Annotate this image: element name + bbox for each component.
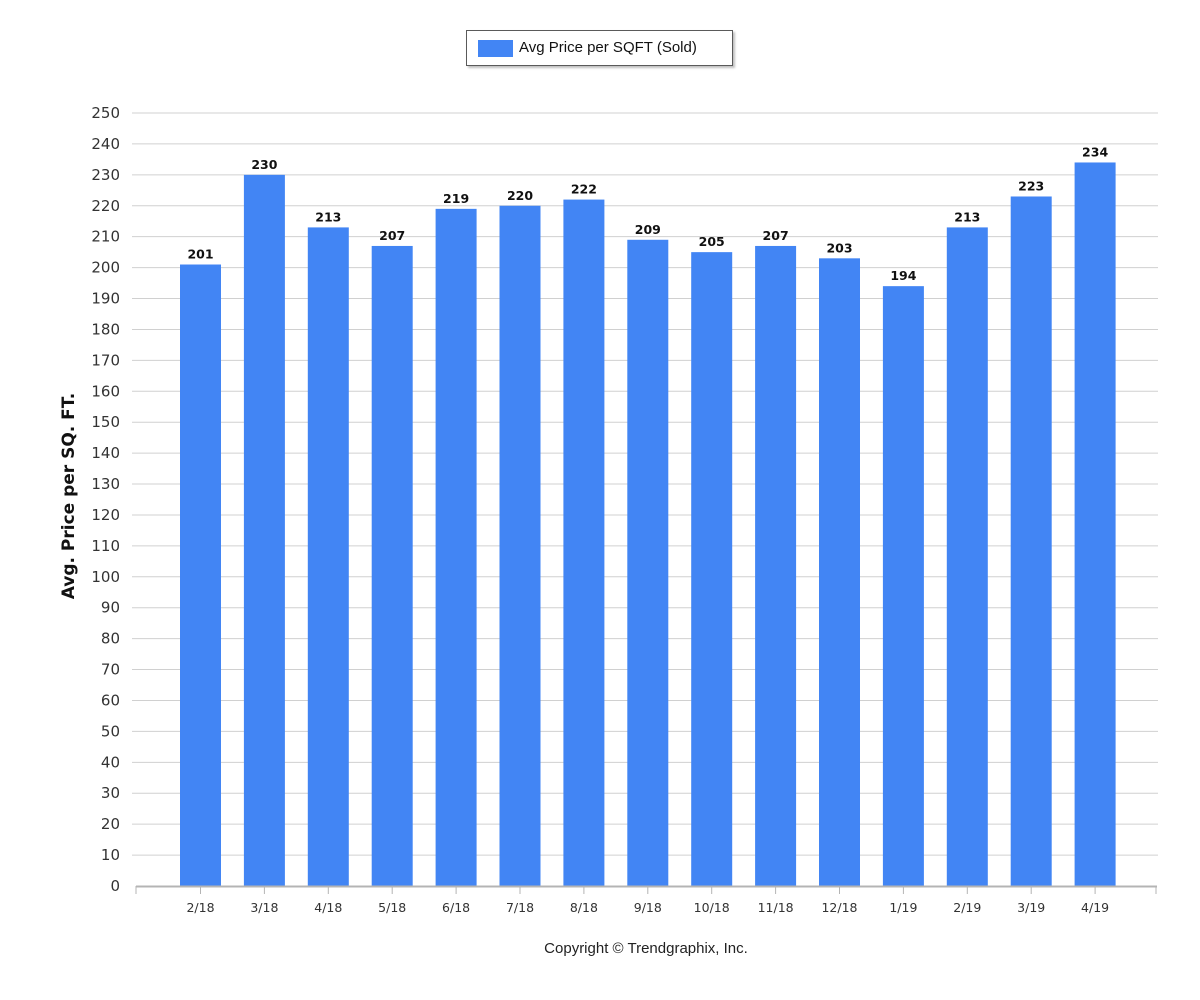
y-tick-label: 140 [91, 444, 120, 462]
legend-swatch [478, 40, 513, 57]
bar [1074, 162, 1116, 887]
y-tick-label: 210 [91, 228, 120, 246]
y-tick-label: 110 [91, 537, 120, 555]
bar [755, 245, 797, 886]
bar [691, 252, 733, 886]
data-label: 234 [1082, 144, 1108, 159]
x-tick-label: 10/18 [694, 900, 730, 915]
y-tick-label: 90 [101, 599, 120, 617]
data-label: 213 [315, 209, 341, 224]
legend[interactable]: Avg Price per SQFT (Sold) [466, 30, 733, 66]
y-tick-label: 240 [91, 135, 120, 153]
y-tick-label: 30 [101, 784, 120, 802]
bar [1010, 196, 1052, 886]
y-tick-label: 0 [110, 877, 120, 895]
y-tick-label: 80 [101, 630, 120, 648]
y-tick-label: 20 [101, 815, 120, 833]
bar [243, 174, 285, 887]
bar [180, 264, 221, 886]
x-tick-label: 3/19 [1017, 900, 1045, 915]
y-tick-label: 120 [91, 506, 120, 524]
x-tick-label: 4/19 [1081, 900, 1109, 915]
bar [435, 208, 477, 887]
y-tick-label: 160 [91, 382, 120, 400]
x-tick-label: 2/19 [953, 900, 981, 915]
x-tick-label: 5/18 [378, 900, 406, 915]
x-tick-label: 1/19 [889, 900, 917, 915]
y-tick-label: 250 [91, 104, 120, 122]
x-tick-label: 8/18 [570, 900, 598, 915]
y-tick-label: 150 [91, 413, 120, 431]
bar [499, 205, 541, 886]
y-tick-label: 50 [101, 722, 120, 740]
y-tick-label: 230 [91, 166, 120, 184]
data-labels: 201 230 213 207 219 220 222 209 205 207 203 194 213 2… [187, 144, 1108, 283]
data-label: 220 [507, 188, 533, 203]
y-tick-label: 130 [91, 475, 120, 493]
y-tick-label: 200 [91, 259, 120, 277]
bar [563, 199, 605, 887]
data-label: 203 [826, 240, 852, 255]
bar [371, 245, 413, 886]
data-label: 207 [379, 228, 405, 243]
data-label: 213 [954, 209, 980, 224]
data-label: 194 [890, 268, 916, 283]
y-tick-label: 170 [91, 351, 120, 369]
x-tick-label: 2/18 [186, 900, 214, 915]
x-tick-label: 6/18 [442, 900, 470, 915]
x-axis-ticks: 2/18 3/18 4/18 5/18 6/18 7/18 8/18 9/18 10/18 11/… [135, 886, 1157, 915]
x-tick-label: 11/18 [758, 900, 794, 915]
bar [819, 258, 860, 887]
data-label: 230 [251, 157, 277, 172]
y-tick-label: 60 [101, 691, 120, 709]
bar [946, 227, 988, 887]
data-label: 219 [443, 191, 469, 206]
y-tick-label: 70 [101, 661, 120, 679]
copyright-text: Copyright © Trendgraphix, Inc. [544, 940, 748, 957]
bar [307, 227, 349, 887]
x-tick-label: 7/18 [506, 900, 534, 915]
data-label: 223 [1018, 178, 1044, 193]
y-tick-label: 40 [101, 753, 120, 771]
data-label: 222 [571, 182, 597, 197]
y-tick-label: 220 [91, 197, 120, 215]
data-label: 201 [187, 247, 213, 262]
bar [882, 286, 924, 887]
data-label: 205 [699, 234, 725, 249]
x-tick-label: 9/18 [634, 900, 662, 915]
x-tick-label: 12/18 [821, 900, 857, 915]
data-label: 209 [635, 222, 661, 237]
legend-label: Avg Price per SQFT (Sold) [519, 39, 697, 56]
y-tick-label: 190 [91, 290, 120, 308]
y-tick-label: 100 [91, 568, 120, 586]
y-axis-title: Avg. Price per SQ. FT. [59, 393, 79, 600]
bars [180, 162, 1116, 887]
bar [627, 239, 669, 887]
y-tick-label: 10 [101, 846, 120, 864]
data-label: 207 [763, 228, 789, 243]
x-tick-label: 4/18 [314, 900, 342, 915]
x-tick-label: 3/18 [250, 900, 278, 915]
y-tick-label: 180 [91, 320, 120, 338]
y-axis-ticks: 0 10 20 30 40 50 60 70 80 90 100 110 120 130 140 150 160… [91, 104, 120, 895]
